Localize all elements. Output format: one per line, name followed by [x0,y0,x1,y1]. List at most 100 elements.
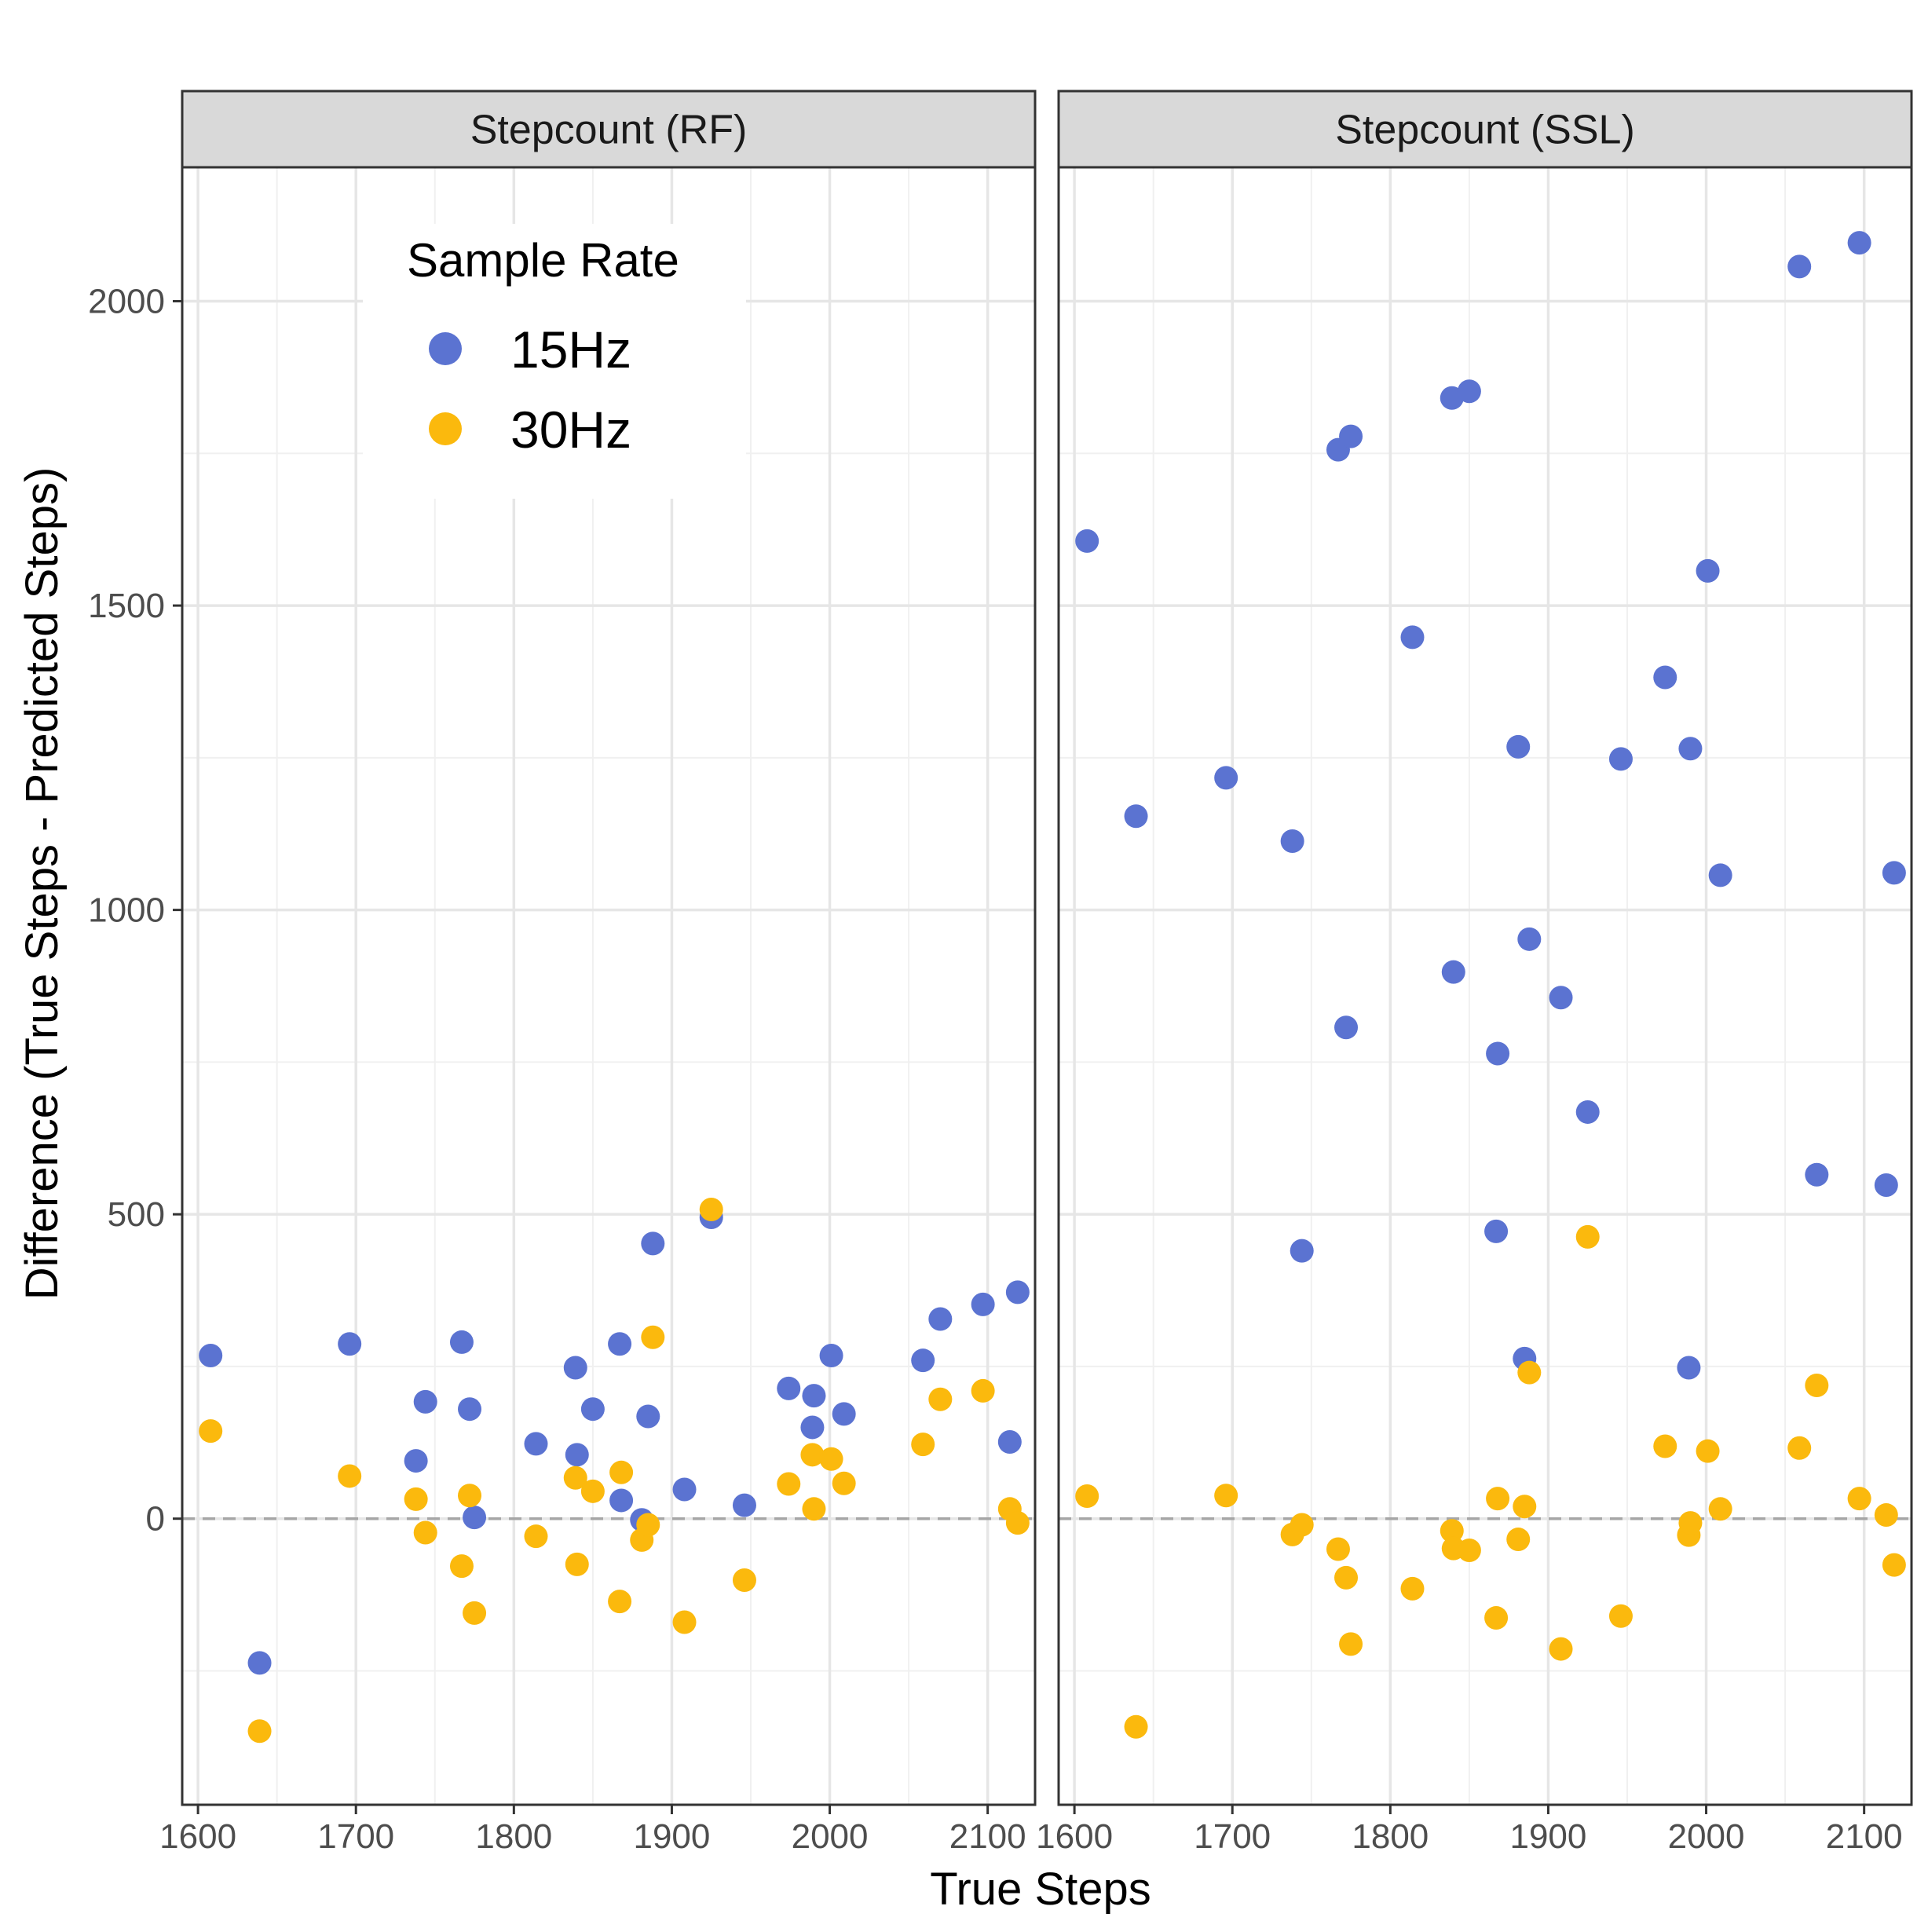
point-30Hz-19 [699,1197,723,1221]
point-15Hz-15 [1506,734,1531,759]
panel-2: Stepcount (SSL) 1600 1700 1800 1900 2000 2100 [1036,90,1913,1856]
point-15Hz-18 [672,1477,697,1502]
point-30Hz-6 [1326,1537,1350,1561]
point-30Hz-4 [404,1487,428,1511]
point-30Hz-5 [413,1520,437,1545]
point-30Hz-11 [565,1552,589,1576]
point-15Hz-14 [1486,1041,1510,1066]
point-15Hz-21 [1653,665,1677,690]
point-15Hz-8 [1334,1015,1359,1040]
point-30Hz-20 [1608,1604,1633,1628]
point-15Hz-1 [199,1343,223,1367]
series-30Hz [1075,1224,1906,1739]
point-30Hz-28 [971,1378,995,1403]
point-15Hz-11 [565,1443,589,1467]
point-15Hz-1 [1075,529,1099,553]
series-15Hz [1075,231,1906,1380]
point-30Hz-1 [199,1419,223,1444]
series-15Hz [199,1206,1030,1675]
x-tick-label: 1800 [1352,1817,1429,1856]
point-30Hz-27 [1805,1373,1829,1397]
point-30Hz-15 [1506,1528,1531,1552]
point-30Hz-10 [1440,1519,1464,1543]
point-30Hz-7 [458,1484,482,1508]
point-15Hz-14 [609,1488,634,1513]
point-30Hz-30 [1005,1511,1030,1535]
panel-title: Stepcount (RF) [470,108,748,153]
point-15Hz-28 [971,1292,995,1316]
point-30Hz-30 [1882,1553,1906,1577]
x-tick-label: 2100 [1826,1817,1903,1856]
point-30Hz-8 [1339,1632,1363,1656]
point-30Hz-6 [449,1554,474,1579]
point-30Hz-8 [463,1601,487,1625]
point-30Hz-17 [641,1325,665,1349]
point-15Hz-17 [1517,927,1542,951]
point-15Hz-26 [1787,254,1812,279]
point-15Hz-17 [641,1231,665,1256]
x-tick-label: 1600 [159,1817,236,1856]
point-15Hz-11 [1441,960,1465,984]
x-tick-label: 1600 [1036,1817,1113,1856]
point-15Hz-22 [1677,1356,1701,1380]
x-tick-label: 1900 [633,1817,710,1856]
legend-key-15Hz [429,332,462,365]
point-30Hz-18 [672,1610,697,1634]
point-30Hz-25 [1708,1497,1732,1521]
point-30Hz-26 [911,1433,935,1457]
legend-label-15Hz: 15Hz [510,320,631,379]
legend-title: Sample Rate [407,234,679,287]
legend-background [363,224,746,499]
point-15Hz-23 [1678,737,1703,761]
point-30Hz-29 [1874,1503,1898,1528]
y-tick-label: 2000 [88,283,165,321]
point-30Hz-14 [1486,1487,1510,1511]
strip-header [1057,90,1913,169]
point-15Hz-20 [732,1493,756,1517]
point-30Hz-1 [1075,1484,1099,1509]
y-tick-label: 500 [108,1195,165,1234]
point-30Hz-18 [1549,1637,1573,1661]
point-15Hz-25 [1708,863,1732,887]
point-15Hz-26 [911,1348,935,1373]
point-15Hz-19 [1575,1100,1600,1124]
point-15Hz-3 [1214,766,1238,790]
point-30Hz-9 [524,1524,548,1549]
point-30Hz-12 [580,1479,605,1503]
point-15Hz-23 [802,1384,826,1408]
point-15Hz-29 [997,1430,1022,1454]
point-15Hz-6 [449,1330,474,1354]
point-30Hz-3 [1214,1484,1238,1508]
point-15Hz-10 [563,1356,587,1380]
x-tick-label: 1800 [475,1817,552,1856]
series-30Hz [199,1197,1030,1744]
x-tick-label: 1700 [1194,1817,1271,1856]
x-tick-label: 2000 [792,1817,869,1856]
point-30Hz-16 [636,1513,660,1537]
point-30Hz-16 [1513,1495,1537,1519]
x-tick-label: 1700 [317,1817,394,1856]
point-30Hz-24 [1696,1439,1720,1463]
point-15Hz-4 [404,1449,428,1473]
point-30Hz-7 [1334,1565,1359,1590]
x-tick-label: 2000 [1668,1817,1745,1856]
x-axis-title: True Steps [930,1864,1151,1915]
point-30Hz-21 [1653,1434,1677,1458]
y-axis-title: Difference (True Steps - Predicted Steps… [16,467,68,1301]
point-15Hz-24 [819,1343,843,1367]
point-30Hz-13 [1484,1606,1509,1630]
point-15Hz-29 [1874,1173,1898,1197]
point-15Hz-7 [1339,424,1363,448]
point-15Hz-16 [636,1404,660,1429]
point-30Hz-19 [1575,1224,1600,1249]
x-tick-label: 1900 [1509,1817,1586,1856]
point-15Hz-3 [338,1332,362,1356]
point-30Hz-24 [819,1447,843,1471]
point-30Hz-12 [1457,1539,1481,1563]
point-15Hz-27 [928,1307,953,1331]
point-15Hz-27 [1805,1162,1829,1187]
point-15Hz-8 [463,1506,487,1530]
point-15Hz-13 [608,1332,632,1356]
